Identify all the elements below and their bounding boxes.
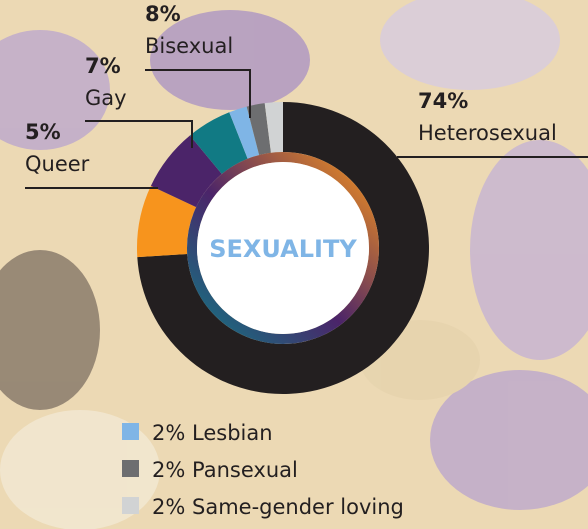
donut-slice — [137, 185, 197, 258]
ring — [187, 152, 379, 344]
donut-slice — [150, 135, 222, 208]
legend-label: Pansexual — [192, 458, 298, 482]
value-label: 8% — [145, 2, 181, 26]
legend-entry: 2% Same-gender loving — [152, 495, 404, 519]
value-label: 5% — [25, 120, 61, 144]
legend-swatch — [122, 423, 139, 440]
donut-slice — [229, 106, 260, 159]
value-label: 7% — [85, 54, 121, 78]
donut-slice — [137, 102, 430, 394]
legend-value: 2% — [152, 458, 185, 482]
legend-swatch — [122, 460, 139, 477]
legend-label: Same-gender loving — [192, 495, 404, 519]
legend-swatch — [122, 497, 139, 514]
category-label: Bisexual — [145, 34, 233, 58]
leader-lines — [25, 69, 588, 189]
legend-label: Lesbian — [192, 421, 273, 445]
legend-value: 2% — [152, 495, 185, 519]
donut-slice — [189, 112, 248, 175]
category-label: Heterosexual — [418, 121, 557, 145]
category-label: Gay — [85, 86, 127, 110]
center-label: SEXUALITY — [209, 235, 357, 263]
category-label: Queer — [25, 152, 90, 176]
legend-entry: 2% Lesbian — [152, 421, 273, 445]
donut-slice — [264, 102, 283, 153]
donut — [137, 102, 430, 394]
donut-hole — [197, 162, 369, 334]
legend-value: 2% — [152, 421, 185, 445]
donut-slice — [246, 103, 271, 156]
value-label: 74% — [418, 89, 468, 113]
legend-entry: 2% Pansexual — [152, 458, 298, 482]
